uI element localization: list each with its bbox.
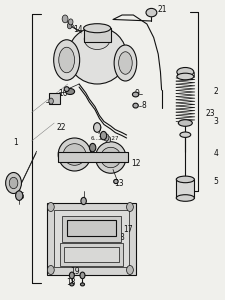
Ellipse shape [64,87,69,92]
Ellipse shape [68,27,126,84]
Text: 9: 9 [134,88,139,98]
Bar [48,93,60,104]
Ellipse shape [114,45,136,81]
Ellipse shape [145,8,156,17]
Text: 25: 25 [16,192,25,201]
Text: 8: 8 [119,232,124,242]
Text: 17: 17 [122,225,132,234]
Text: 3: 3 [212,117,217,126]
Bar [60,243,123,266]
Text: 22: 22 [56,123,65,132]
Ellipse shape [132,92,138,97]
Circle shape [67,23,72,29]
Circle shape [81,197,86,205]
Text: 8: 8 [140,101,145,110]
Circle shape [89,143,95,152]
Circle shape [16,191,23,200]
Bar [54,210,128,267]
Text: 18: 18 [66,278,76,287]
Bar [83,28,110,42]
Ellipse shape [176,73,193,80]
Circle shape [49,98,53,104]
Ellipse shape [58,138,91,171]
Text: 23: 23 [205,109,214,118]
Ellipse shape [95,142,126,173]
Circle shape [100,131,106,140]
Circle shape [103,134,108,141]
Text: 7: 7 [95,127,100,136]
Ellipse shape [176,176,194,183]
Text: 10: 10 [58,88,68,98]
Bar [66,220,116,236]
Ellipse shape [63,144,86,165]
Text: 5: 5 [212,177,217,186]
Ellipse shape [100,147,120,168]
Circle shape [47,266,54,274]
Bar [57,152,127,162]
Text: 12: 12 [130,159,140,168]
Ellipse shape [54,40,79,80]
Circle shape [106,136,110,142]
Text: 2: 2 [212,87,217,96]
Ellipse shape [83,24,110,33]
Circle shape [126,202,133,211]
Bar [47,202,135,274]
Circle shape [126,266,133,274]
Ellipse shape [176,68,193,76]
Text: 1: 1 [13,138,18,147]
Text: 6…26…27: 6…26…27 [90,136,119,141]
Bar [64,247,118,262]
Ellipse shape [176,195,194,201]
Ellipse shape [132,103,138,108]
Text: 13: 13 [113,178,123,188]
Circle shape [62,15,68,23]
Circle shape [47,202,54,211]
Ellipse shape [70,283,74,286]
Circle shape [69,272,74,279]
Circle shape [68,19,73,25]
Text: 21: 21 [157,5,167,14]
Bar [176,179,194,198]
Ellipse shape [9,177,18,189]
Text: 11: 11 [48,98,58,106]
Text: 14: 14 [73,26,82,34]
Text: 4: 4 [212,148,217,158]
Text: 24: 24 [11,180,21,189]
Ellipse shape [113,179,118,184]
Text: 19: 19 [70,267,79,276]
Ellipse shape [178,120,191,126]
Ellipse shape [6,172,21,194]
Ellipse shape [118,52,132,74]
Ellipse shape [84,28,110,50]
Bar [62,216,120,242]
Ellipse shape [58,47,74,73]
Ellipse shape [179,132,190,137]
Circle shape [80,272,85,279]
Ellipse shape [65,88,74,94]
Circle shape [93,123,100,132]
Ellipse shape [80,283,84,286]
